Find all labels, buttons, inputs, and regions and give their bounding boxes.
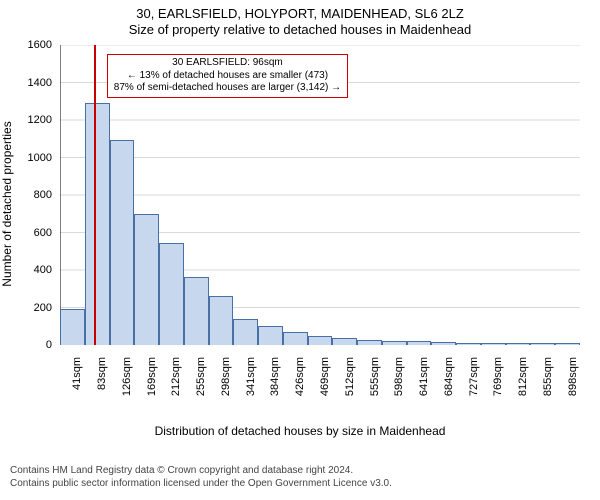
x-tick-label: 298sqm [220,353,232,396]
histogram-bar [110,140,135,345]
histogram-bar [407,341,432,345]
y-tick-label: 1000 [28,152,52,164]
y-tick-label: 1200 [28,114,52,126]
histogram-bar [382,341,407,345]
y-tick-label: 0 [46,339,52,351]
histogram-bar [60,309,85,346]
x-tick-label: 255sqm [195,353,207,396]
y-tick-label: 200 [34,302,52,314]
histogram-bar [308,336,333,345]
page-title-line2: Size of property relative to detached ho… [0,22,600,38]
y-tick-label: 600 [34,227,52,239]
histogram-bar [134,214,159,345]
x-tick-label: 469sqm [319,353,331,396]
y-tick-label: 800 [34,189,52,201]
annotation-line3: 87% of semi-detached houses are larger (… [114,82,341,95]
footer: Contains HM Land Registry data © Crown c… [0,459,600,500]
annotation-box: 30 EARLSFIELD: 96sqm ← 13% of detached h… [107,54,348,98]
histogram-bar [456,343,481,345]
x-tick-label: 341sqm [245,353,257,396]
x-tick-label: 684sqm [443,353,455,396]
histogram-bar [233,319,258,345]
histogram-bar [159,243,184,345]
footer-line2: Contains public sector information licen… [10,478,590,491]
x-tick-label: 727sqm [468,353,480,396]
x-tick-label: 641sqm [418,353,430,396]
y-tick-label: 400 [34,264,52,276]
x-tick-label: 855sqm [542,353,554,396]
x-tick-label: 169sqm [146,353,158,396]
footer-line1: Contains HM Land Registry data © Crown c… [10,465,590,478]
y-tick-label: 1400 [28,77,52,89]
annotation-line1: 30 EARLSFIELD: 96sqm [114,57,341,70]
property-marker-line [94,45,96,345]
histogram-bar [283,332,308,345]
histogram-bar [506,343,531,345]
x-tick-label: 126sqm [121,353,133,396]
x-tick-label: 384sqm [269,353,281,396]
x-tick-label: 898sqm [567,353,579,396]
x-tick-label: 212sqm [170,353,182,396]
page-title-line1: 30, EARLSFIELD, HOLYPORT, MAIDENHEAD, SL… [0,6,600,22]
histogram-bar [431,342,456,345]
x-axis-ticks: 41sqm 83sqm 126sqm 169sqm 212sqm 255sqm 298sqm… [60,347,580,417]
histogram-bar [85,103,110,345]
y-tick-label: 1600 [28,39,52,51]
x-tick-label: 812sqm [517,353,529,396]
x-tick-label: 598sqm [393,353,405,396]
x-tick-label: 426sqm [294,353,306,396]
x-tick-label: 83sqm [96,353,108,390]
x-tick-label: 555sqm [369,353,381,396]
chart-container: Number of detached properties 0200400600… [0,37,600,407]
histogram-bar [209,296,234,346]
histogram-bar [357,340,382,346]
histogram-bar [332,338,357,346]
x-tick-label: 769sqm [492,353,504,396]
histogram-bar [530,343,555,345]
histogram-bar [258,326,283,346]
histogram-bar [481,343,506,345]
annotation-line2: ← 13% of detached houses are smaller (47… [114,70,341,83]
histogram-bar [184,277,209,345]
histogram-bar [555,343,580,345]
x-tick-label: 41sqm [71,353,83,390]
plot-area: 30 EARLSFIELD: 96sqm ← 13% of detached h… [60,45,580,345]
x-axis-label: Distribution of detached houses by size … [0,424,600,438]
x-tick-label: 512sqm [344,353,356,396]
y-axis-ticks: 02004006008001000120014001600 [0,45,56,345]
